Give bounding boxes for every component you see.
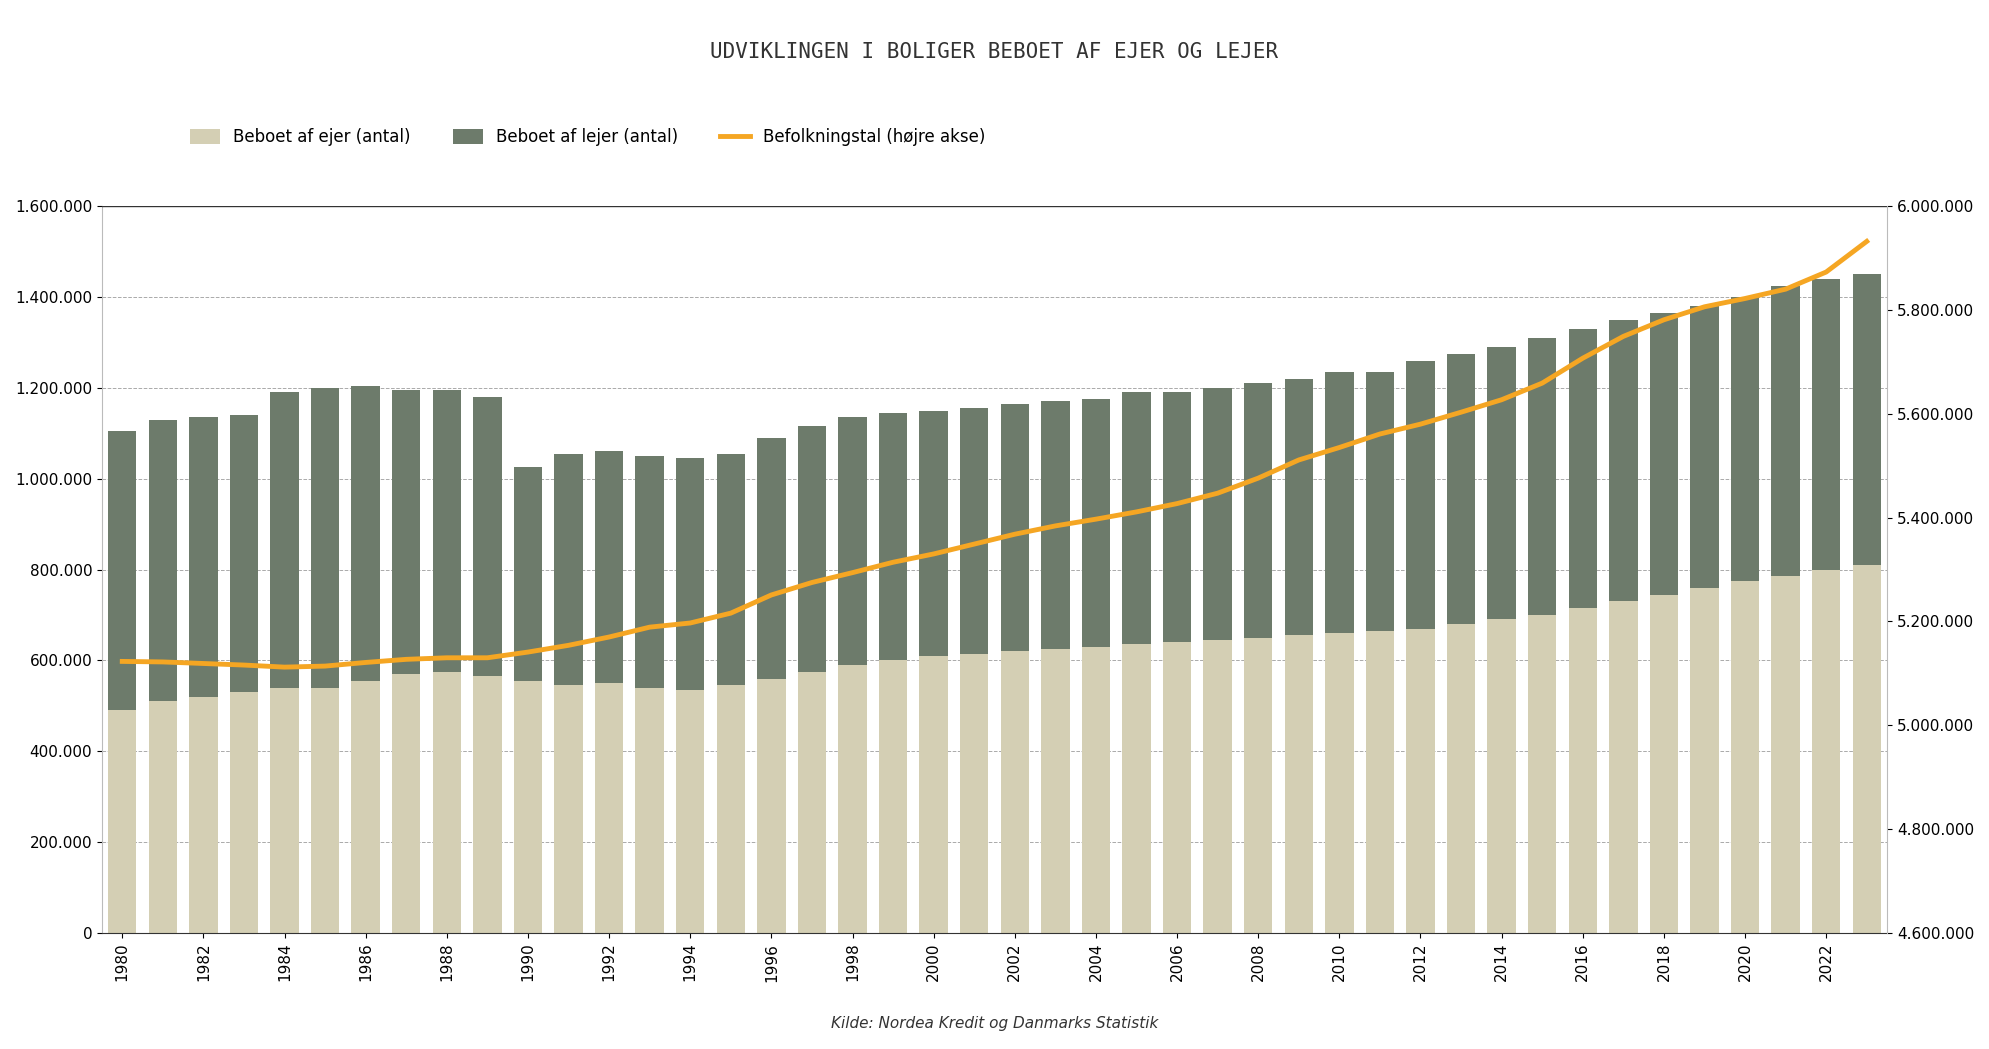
Bar xyxy=(798,671,825,933)
Bar xyxy=(676,690,704,933)
Bar xyxy=(1569,328,1597,608)
Bar xyxy=(798,426,825,671)
Bar xyxy=(1649,313,1679,595)
Bar xyxy=(1325,372,1355,634)
Bar xyxy=(1122,644,1152,933)
Bar xyxy=(1366,630,1394,933)
Bar xyxy=(634,688,664,933)
Bar xyxy=(879,661,907,933)
Bar xyxy=(919,656,949,933)
Bar xyxy=(473,397,501,677)
Bar xyxy=(634,456,664,688)
Bar xyxy=(1812,279,1840,570)
Bar xyxy=(1082,400,1110,647)
Bar xyxy=(189,697,217,933)
Bar xyxy=(310,688,340,933)
Bar xyxy=(1446,624,1476,933)
Bar xyxy=(595,451,623,683)
Bar xyxy=(1040,402,1070,649)
Bar xyxy=(1812,570,1840,933)
Bar xyxy=(1082,647,1110,933)
Bar xyxy=(231,692,259,933)
Bar xyxy=(1446,354,1476,624)
Bar xyxy=(758,437,786,679)
Bar xyxy=(1164,642,1191,933)
Bar xyxy=(555,453,583,685)
Bar xyxy=(1285,636,1313,933)
Bar xyxy=(837,418,867,665)
Bar xyxy=(1122,392,1152,644)
Bar xyxy=(310,388,340,688)
Bar xyxy=(1609,601,1637,933)
Bar xyxy=(1243,638,1273,933)
Bar xyxy=(352,386,380,681)
Bar xyxy=(513,467,543,681)
Bar xyxy=(1772,285,1800,576)
Legend: Beboet af ejer (antal), Beboet af lejer (antal), Befolkningstal (højre akse): Beboet af ejer (antal), Beboet af lejer … xyxy=(181,120,995,154)
Bar xyxy=(716,453,746,685)
Bar xyxy=(676,458,704,690)
Bar xyxy=(1691,306,1718,587)
Bar xyxy=(1528,338,1555,615)
Bar xyxy=(1243,383,1273,638)
Bar xyxy=(1772,576,1800,933)
Bar xyxy=(271,392,298,688)
Bar xyxy=(189,418,217,697)
Bar xyxy=(1164,392,1191,642)
Bar xyxy=(473,677,501,933)
Bar xyxy=(434,390,461,671)
Bar xyxy=(1325,634,1355,933)
Text: Kilde: Nordea Kredit og Danmarks Statistik: Kilde: Nordea Kredit og Danmarks Statist… xyxy=(831,1016,1158,1031)
Bar xyxy=(107,710,137,933)
Bar xyxy=(1406,628,1434,933)
Bar xyxy=(1528,615,1555,933)
Bar xyxy=(149,420,177,702)
Bar xyxy=(1366,372,1394,630)
Bar xyxy=(1852,274,1882,565)
Bar xyxy=(1691,587,1718,933)
Bar xyxy=(1203,388,1231,640)
Bar xyxy=(961,408,989,654)
Bar xyxy=(352,681,380,933)
Bar xyxy=(1000,651,1028,933)
Bar xyxy=(1730,581,1758,933)
Bar xyxy=(1203,640,1231,933)
Bar xyxy=(1730,297,1758,581)
Bar xyxy=(1569,608,1597,933)
Text: UDVIKLINGEN I BOLIGER BEBOET AF EJER OG LEJER: UDVIKLINGEN I BOLIGER BEBOET AF EJER OG … xyxy=(710,42,1279,62)
Bar xyxy=(149,702,177,933)
Bar xyxy=(1406,361,1434,628)
Bar xyxy=(758,679,786,933)
Bar xyxy=(1852,565,1882,933)
Bar xyxy=(961,654,989,933)
Bar xyxy=(1488,347,1516,620)
Bar xyxy=(716,685,746,933)
Bar xyxy=(1609,320,1637,601)
Bar xyxy=(919,410,949,656)
Bar xyxy=(392,390,420,675)
Bar xyxy=(1649,595,1679,933)
Bar xyxy=(555,685,583,933)
Bar xyxy=(879,413,907,661)
Bar xyxy=(1285,379,1313,636)
Bar xyxy=(434,671,461,933)
Bar xyxy=(513,681,543,933)
Bar xyxy=(837,665,867,933)
Bar xyxy=(1000,404,1028,651)
Bar xyxy=(271,688,298,933)
Bar xyxy=(1488,620,1516,933)
Bar xyxy=(392,675,420,933)
Bar xyxy=(231,415,259,692)
Bar xyxy=(107,431,137,710)
Bar xyxy=(1040,649,1070,933)
Bar xyxy=(595,683,623,933)
